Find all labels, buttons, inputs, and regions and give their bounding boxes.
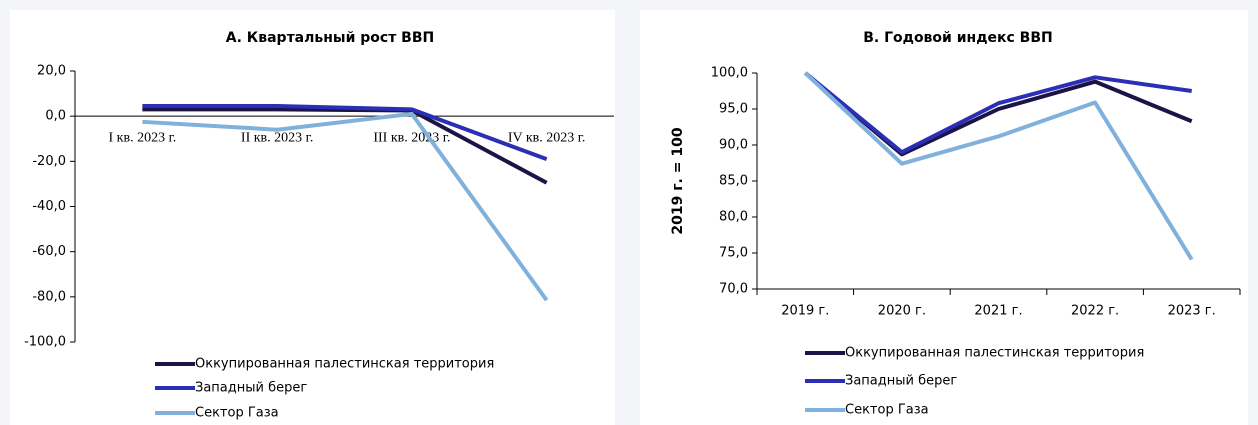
x-tick-label: IV кв. 2023 г. — [508, 130, 586, 145]
legend-label: Сектор Газа — [845, 403, 929, 418]
x-tick-label: 2020 г. — [878, 304, 926, 319]
y-tick-label: 85,0 — [719, 174, 748, 189]
chart-title: В. Годовой индекс ВВП — [863, 30, 1053, 46]
y-tick-label: 0,0 — [45, 109, 66, 124]
y-tick-label: -20,0 — [32, 154, 66, 169]
y-axis-label: 2019 г. = 100 — [670, 127, 686, 234]
y-tick-label: -80,0 — [32, 289, 66, 304]
y-tick-label: 95,0 — [719, 102, 748, 117]
y-tick-label: 70,0 — [719, 282, 748, 297]
series-line — [803, 71, 1194, 261]
y-tick-label: 100,0 — [711, 66, 748, 81]
legend-label: Оккупированная палестинская территория — [845, 346, 1144, 361]
legend-label: Оккупированная палестинская территория — [195, 357, 494, 372]
panel — [10, 10, 615, 425]
x-tick-label: III кв. 2023 г. — [373, 130, 450, 145]
series-line — [142, 111, 549, 302]
y-tick-label: 90,0 — [719, 138, 748, 153]
x-tick-label: 2021 г. — [974, 304, 1022, 319]
y-tick-label: 75,0 — [719, 246, 748, 261]
y-tick-label: 20,0 — [37, 64, 66, 79]
y-tick-label: -40,0 — [32, 199, 66, 214]
y-tick-label: 80,0 — [719, 210, 748, 225]
chart-title: А. Квартальный рост ВВП — [226, 30, 434, 46]
panel — [640, 10, 1248, 425]
series-line — [142, 107, 548, 185]
x-tick-label: 2023 г. — [1168, 304, 1216, 319]
x-tick-label: II кв. 2023 г. — [241, 130, 313, 145]
legend-label: Сектор Газа — [195, 406, 279, 421]
x-tick-label: 2022 г. — [1071, 304, 1119, 319]
series-line — [804, 71, 1192, 155]
legend-label: Западный берег — [195, 381, 307, 396]
y-tick-label: -100,0 — [24, 335, 66, 350]
series-line — [142, 104, 548, 161]
legend-label: Западный берег — [845, 374, 957, 389]
y-tick-label: -60,0 — [32, 244, 66, 259]
x-tick-label: 2019 г. — [781, 304, 829, 319]
x-tick-label: I кв. 2023 г. — [109, 130, 177, 145]
